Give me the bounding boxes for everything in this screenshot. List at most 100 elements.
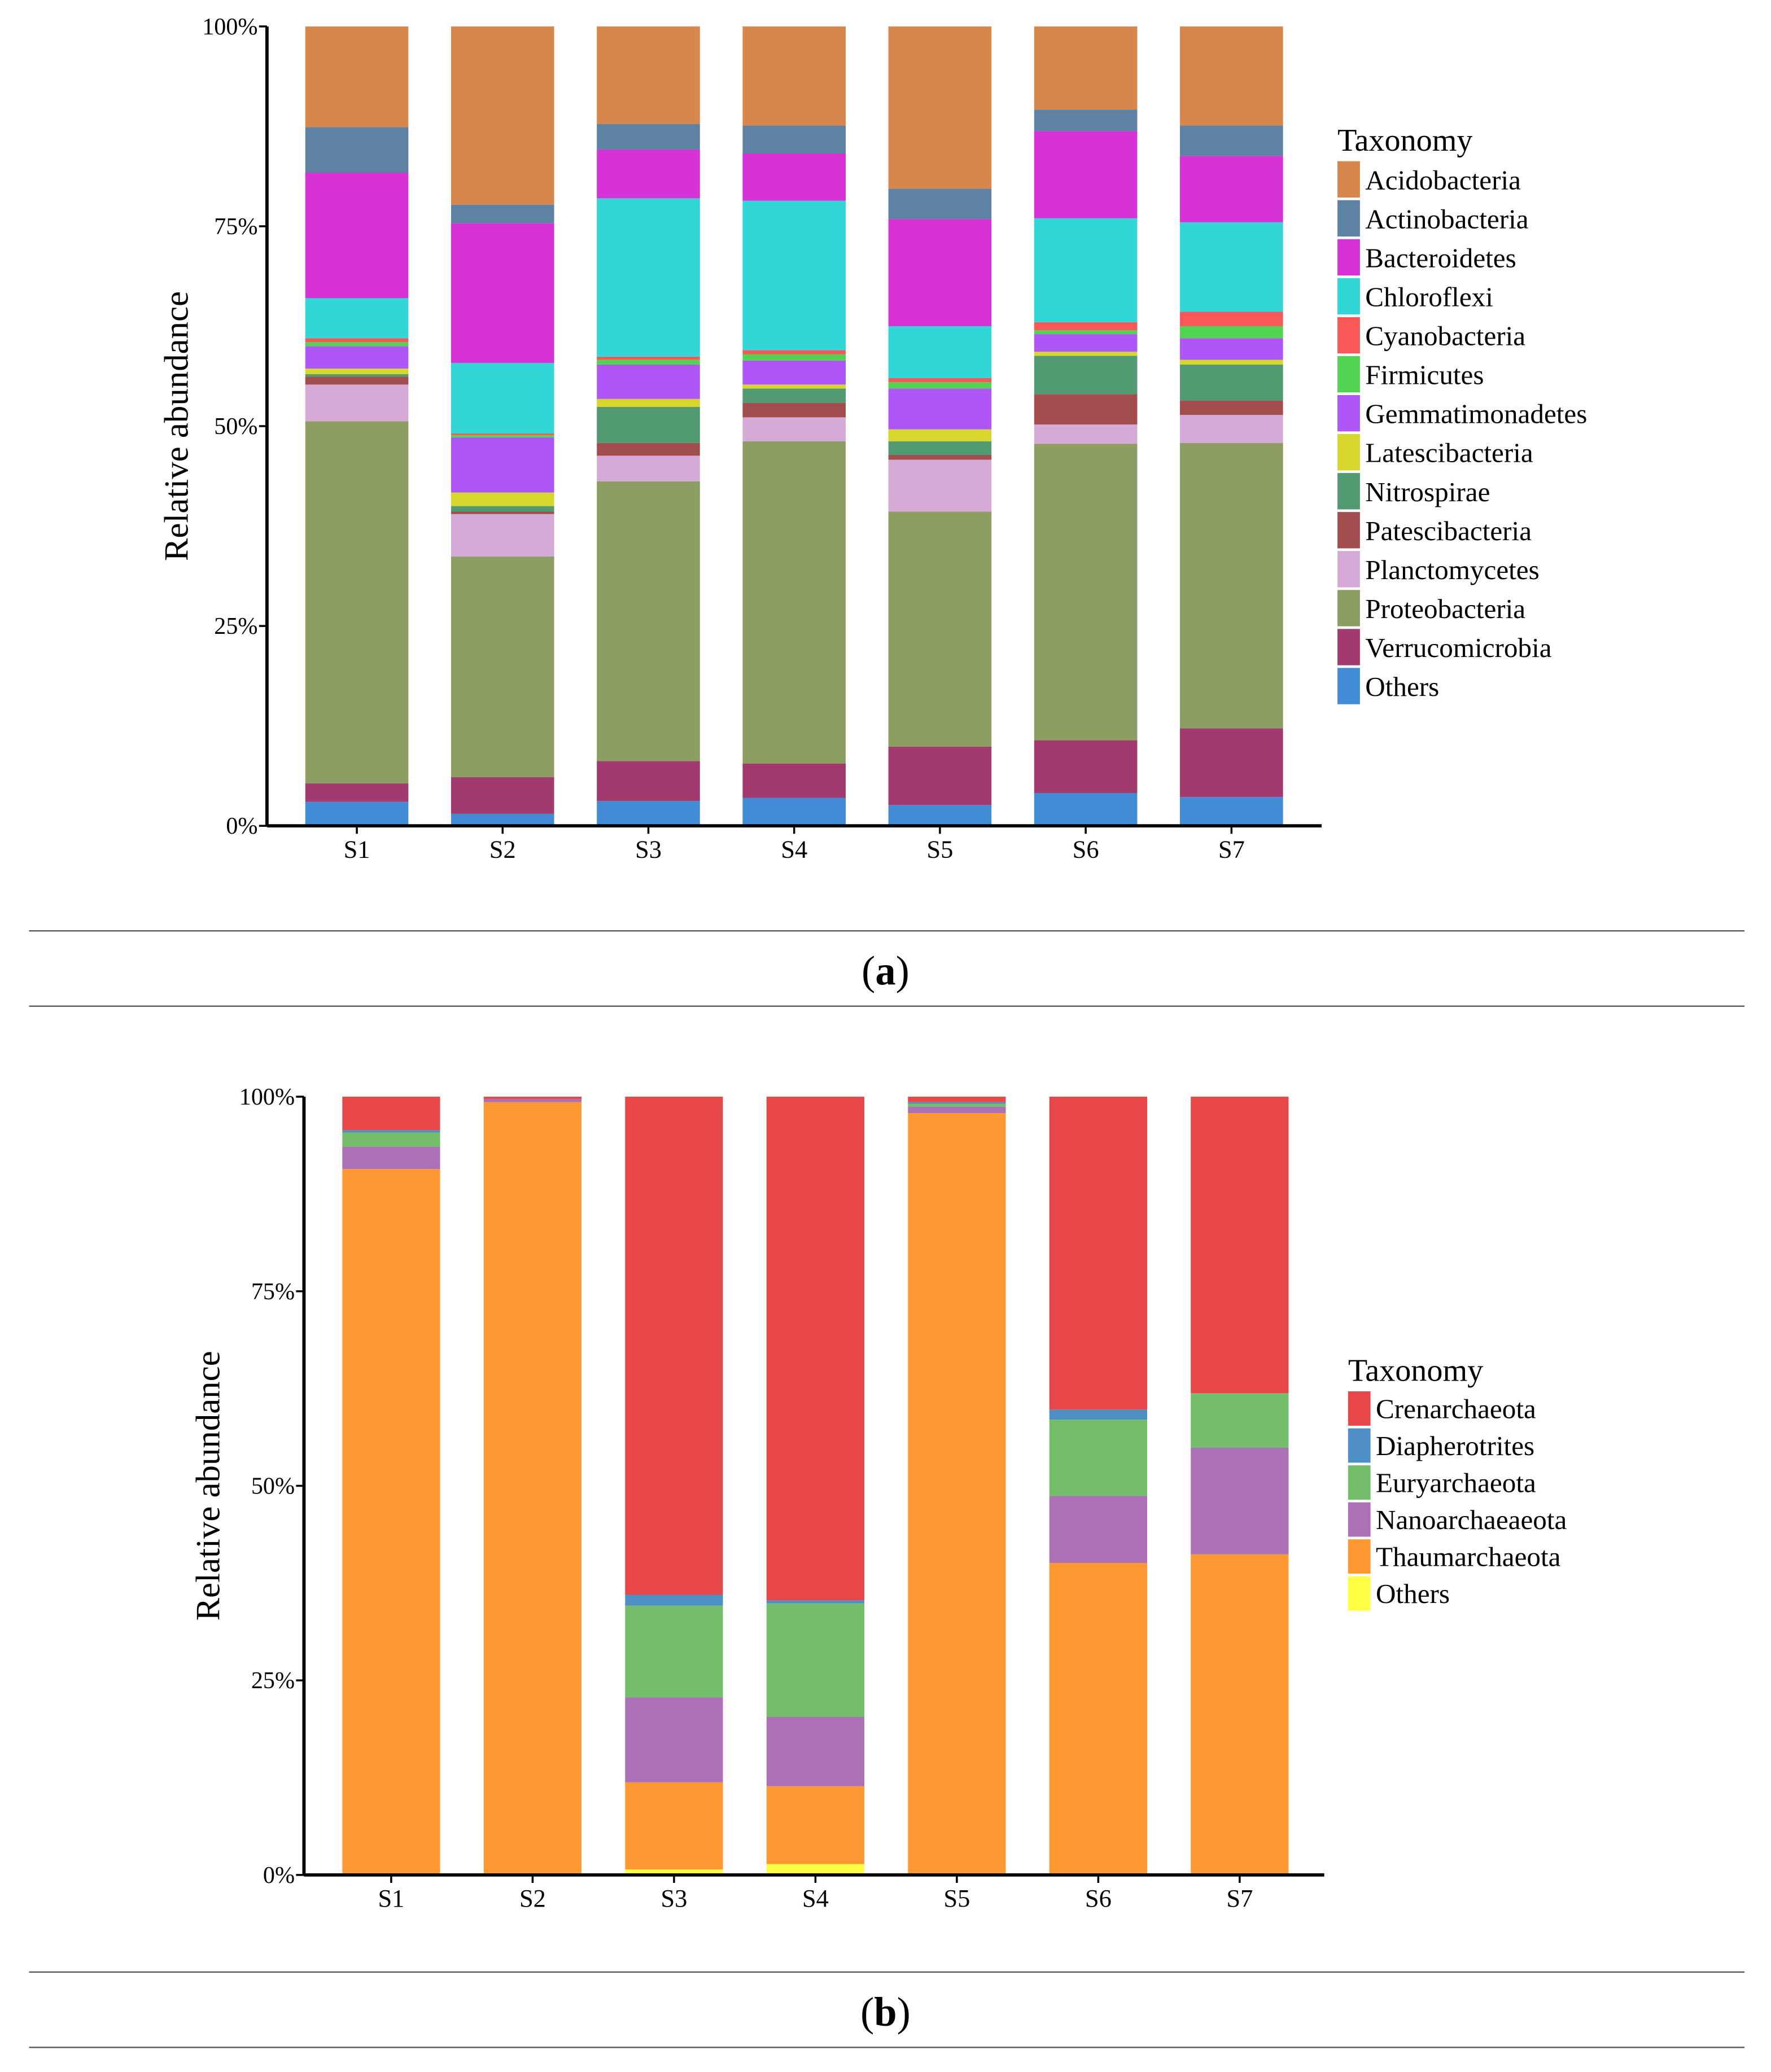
bar-segment-S5-euryarchaeota: [908, 1103, 1006, 1107]
bar-segment-S6-crenarchaeota: [1049, 1097, 1147, 1410]
legend-swatch-others: [1337, 668, 1360, 704]
bar-segment-S7-nanoarchaeaeota: [1191, 1447, 1289, 1554]
x-tick-label: S2: [489, 835, 516, 863]
legend-swatch-crenarchaeota: [1348, 1391, 1371, 1426]
legend-swatch-chloroflexi: [1337, 278, 1360, 315]
bar-segment-S6-verrucomicrobia: [1034, 740, 1138, 794]
x-tick-label: S1: [378, 1884, 404, 1912]
y-tick-label: 0%: [263, 1862, 295, 1889]
bar-segment-S4-gemmatimonadetes: [742, 360, 846, 385]
bar-segment-S7-acidobacteria: [1180, 26, 1283, 126]
bar-segment-S3-verrucomicrobia: [597, 761, 700, 801]
legend-label: Gemmatimonadetes: [1365, 398, 1587, 430]
bar-segment-S7-proteobacteria: [1180, 443, 1283, 729]
legend-label: Firmicutes: [1365, 360, 1484, 391]
x-tick-label: S6: [1085, 1884, 1112, 1912]
bar-segment-S3-nitrospirae: [597, 406, 700, 443]
bar-segment-S1-latescibacteria: [305, 368, 409, 374]
bar-segment-S3-chloroflexi: [597, 198, 700, 357]
bar-segment-S4-firmicutes: [742, 354, 846, 361]
bar-segment-S3-thaumarchaeota: [625, 1782, 723, 1870]
bar-segment-S3-nanoarchaeaeota: [625, 1697, 723, 1782]
legend-swatch-planctomycetes: [1337, 551, 1360, 588]
bar-segment-S4-others: [766, 1864, 865, 1875]
x-tick-label: S5: [926, 835, 953, 863]
bar-segment-S5-firmicutes: [888, 382, 992, 389]
bar-segment-S2-latescibacteria: [451, 492, 554, 506]
bar-segment-S3-patescibacteria: [597, 443, 700, 456]
legend-title: Taxonomy: [1337, 123, 1472, 158]
bar-segment-S6-chloroflexi: [1034, 218, 1138, 322]
bar-segment-S6-thaumarchaeota: [1049, 1562, 1147, 1875]
bar-segment-S7-nitrospirae: [1180, 364, 1283, 401]
bar-segment-S3-firmicutes: [597, 360, 700, 365]
bar-segment-S6-euryarchaeota: [1049, 1420, 1147, 1496]
bar-segment-S3-crenarchaeota: [625, 1097, 723, 1595]
bar-segment-S2-cyanobacteria: [451, 433, 554, 435]
bar-segment-S2-others: [451, 813, 554, 826]
bar-segment-S3-others: [625, 1869, 723, 1875]
legend-swatch-nitrospirae: [1337, 473, 1360, 510]
x-tick-label: S3: [635, 835, 662, 863]
y-tick-label: 100%: [239, 1084, 295, 1110]
bar-segment-S5-nitrospirae: [888, 441, 992, 455]
bar-segment-S2-thaumarchaeota: [483, 1102, 582, 1875]
x-tick-label: S7: [1218, 835, 1245, 863]
bar-segment-S2-proteobacteria: [451, 556, 554, 777]
legend-label: Actinobacteria: [1365, 203, 1529, 234]
bar-segment-S4-nanoarchaeaeota: [766, 1716, 865, 1786]
bar-segment-S7-gemmatimonadetes: [1180, 338, 1283, 360]
x-tick-label: S7: [1226, 1884, 1253, 1912]
bar-segment-S1-verrucomicrobia: [305, 783, 409, 802]
bar-segment-S5-acidobacteria: [888, 26, 992, 189]
bar-segment-S6-bacteroidetes: [1034, 131, 1138, 218]
bar-segment-S5-proteobacteria: [888, 511, 992, 747]
legend-label: Planctomycetes: [1365, 554, 1539, 585]
legend-label: Nitrospirae: [1365, 476, 1490, 507]
bar-segment-S7-actinobacteria: [1180, 125, 1283, 156]
bar-segment-S5-crenarchaeota: [908, 1097, 1006, 1102]
bar-segment-S6-cyanobacteria: [1034, 322, 1138, 331]
bar-segment-S3-planctomycetes: [597, 455, 700, 481]
legend-swatch-firmicutes: [1337, 356, 1360, 393]
bar-segment-S5-latescibacteria: [888, 429, 992, 441]
legend-label: Diapherotrites: [1376, 1430, 1534, 1461]
bar-segment-S1-gemmatimonadetes: [305, 346, 409, 369]
legend-label: Proteobacteria: [1365, 593, 1525, 624]
bar-segment-S3-others: [597, 801, 700, 826]
bar-segment-S6-planctomycetes: [1034, 424, 1138, 444]
bar-segment-S2-nitrospirae: [451, 506, 554, 512]
bar-segment-S5-thaumarchaeota: [908, 1112, 1006, 1875]
bar-segment-S7-latescibacteria: [1180, 360, 1283, 365]
bar-segment-S3-proteobacteria: [597, 481, 700, 761]
legend-label: Cyanobacteria: [1365, 321, 1525, 352]
caption-b-letter: b: [874, 1988, 897, 2035]
bar-segment-S6-nitrospirae: [1034, 356, 1138, 395]
bar-segment-S1-patescibacteria: [305, 376, 409, 385]
bar-segment-S6-patescibacteria: [1034, 394, 1138, 425]
bar-segment-S6-actinobacteria: [1034, 109, 1138, 132]
divider: [29, 2047, 1745, 2048]
bar-segment-S4-verrucomicrobia: [742, 763, 846, 798]
bar-segment-S1-thaumarchaeota: [342, 1169, 440, 1875]
bar-segment-S5-patescibacteria: [888, 454, 992, 460]
y-axis-label: Relative abundance: [158, 291, 195, 561]
legend-label: Nanoarchaeaeota: [1376, 1504, 1567, 1535]
bar-segment-S4-others: [742, 798, 846, 826]
y-tick-label: 50%: [214, 413, 257, 440]
bar-segment-S4-planctomycetes: [742, 417, 846, 441]
bar-segment-S1-euryarchaeota: [342, 1132, 440, 1147]
legend-label: Others: [1376, 1578, 1450, 1609]
bar-segment-S7-verrucomicrobia: [1180, 728, 1283, 798]
chart-b: S1 S2 S3 S4 S5 S6 S7 0% 25% 50% 75% 100% Relative ab…: [190, 1084, 1567, 1912]
bar-segment-S2-patescibacteria: [451, 511, 554, 514]
bar-segment-S7-thaumarchaeota: [1191, 1554, 1289, 1874]
legend-swatch-latescibacteria: [1337, 434, 1360, 471]
bar-segment-S4-euryarchaeota: [766, 1603, 865, 1717]
y-tick-label: 25%: [251, 1667, 295, 1694]
legend-swatch-gemmatimonadetes: [1337, 395, 1360, 432]
legend-label: Others: [1365, 671, 1439, 702]
x-tick-label: S1: [344, 835, 370, 863]
legend-swatch-thaumarchaeota: [1348, 1539, 1371, 1574]
